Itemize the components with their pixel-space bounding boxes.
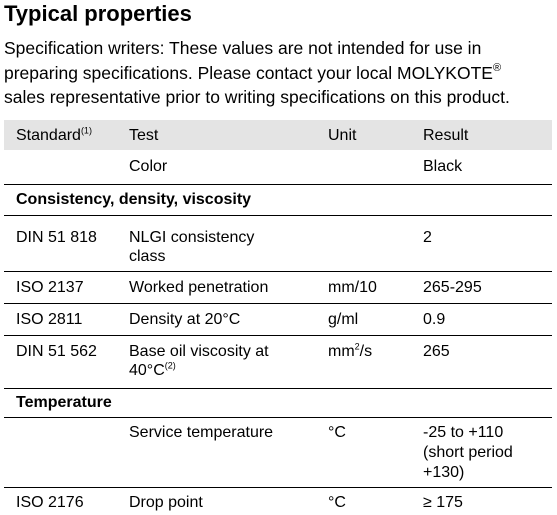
- color-result: Black: [423, 158, 463, 175]
- table-row: ISO 2137 Worked penetration mm/10 265-29…: [4, 272, 552, 302]
- penetration-test: Worked penetration: [129, 279, 269, 296]
- row-divider: [4, 417, 552, 418]
- drop-point-unit: °C: [328, 494, 346, 511]
- table-row: ISO 2811 Density at 20°C g/ml 0.9: [4, 304, 552, 334]
- viscosity-test-line-1: Base oil viscosity at: [129, 343, 269, 360]
- table-header-row: Standard(1) Test Unit Result: [4, 120, 552, 150]
- header-test: Test: [129, 127, 159, 144]
- viscosity-result: 265: [423, 343, 450, 360]
- nlgi-standard: DIN 51 818: [16, 229, 97, 246]
- density-standard: ISO 2811: [16, 311, 83, 328]
- viscosity-unit-base: mm: [328, 343, 355, 360]
- viscosity-footnote: (2): [164, 360, 176, 371]
- intro-line-3: sales representative prior to writing sp…: [4, 87, 510, 107]
- row-divider: [4, 388, 552, 389]
- section-temperature-row: Temperature: [4, 389, 552, 417]
- row-divider: [4, 215, 552, 216]
- density-unit: g/ml: [328, 311, 359, 328]
- header-result: Result: [423, 127, 469, 144]
- table-row: Color Black: [4, 150, 552, 180]
- service-temp-result-line-2: (short period: [423, 444, 513, 461]
- intro-paragraph: Specification writers: These values are …: [4, 36, 556, 110]
- row-divider: [4, 184, 552, 185]
- page-heading: Typical properties: [4, 1, 192, 26]
- density-test: Density at 20°C: [129, 311, 241, 328]
- service-temp-unit: °C: [328, 424, 346, 441]
- nlgi-result: 2: [423, 229, 432, 246]
- viscosity-test-temp: 40°C: [129, 362, 165, 379]
- viscosity-standard: DIN 51 562: [16, 343, 97, 360]
- nlgi-test-line-1: NLGI consistency: [129, 229, 255, 246]
- table-row: DIN 51 562 Base oil viscosity at 40°C(2)…: [4, 336, 552, 384]
- nlgi-test-line-2: class: [129, 248, 166, 265]
- intro-line-2: preparing specifications. Please contact…: [4, 61, 556, 86]
- header-standard: Standard(1): [16, 126, 92, 146]
- viscosity-unit: mm2/s: [328, 342, 372, 362]
- section-consistency-row: Consistency, density, viscosity: [4, 185, 552, 215]
- viscosity-unit-rest: /s: [359, 343, 373, 360]
- header-standard-label: Standard: [16, 127, 81, 144]
- row-divider: [4, 487, 552, 488]
- service-temp-result-line-1: -25 to +110: [423, 424, 504, 441]
- intro-line-1: Specification writers: These values are …: [4, 38, 482, 58]
- table-row: ISO 2176 Drop point °C ≥ 175: [4, 488, 552, 515]
- penetration-standard: ISO 2137: [16, 279, 84, 296]
- table-row: DIN 51 818 NLGI consistency class 2: [4, 216, 552, 266]
- header-unit: Unit: [328, 127, 357, 144]
- table-row: Service temperature °C -25 to +110 (shor…: [4, 418, 552, 486]
- header-standard-footnote: (1): [80, 125, 92, 136]
- intro-line-2-text: preparing specifications. Please contact…: [4, 62, 493, 83]
- density-result: 0.9: [423, 311, 446, 328]
- section-temperature-title: Temperature: [16, 394, 112, 411]
- drop-point-test: Drop point: [129, 494, 203, 511]
- service-temp-test: Service temperature: [129, 424, 274, 441]
- row-divider: [4, 303, 552, 304]
- viscosity-test-line-2: 40°C(2): [129, 361, 176, 381]
- row-divider: [4, 271, 552, 272]
- drop-point-standard: ISO 2176: [16, 494, 84, 511]
- row-divider: [4, 335, 552, 336]
- drop-point-result: ≥ 175: [423, 494, 463, 511]
- service-temp-result-line-3: +130): [423, 464, 465, 481]
- registered-mark: ®: [492, 61, 502, 74]
- viscosity-unit-exponent: 2: [354, 341, 360, 352]
- penetration-unit: mm/10: [328, 279, 377, 296]
- color-test: Color: [129, 158, 168, 175]
- section-consistency-title: Consistency, density, viscosity: [16, 191, 252, 208]
- penetration-result: 265-295: [423, 279, 482, 296]
